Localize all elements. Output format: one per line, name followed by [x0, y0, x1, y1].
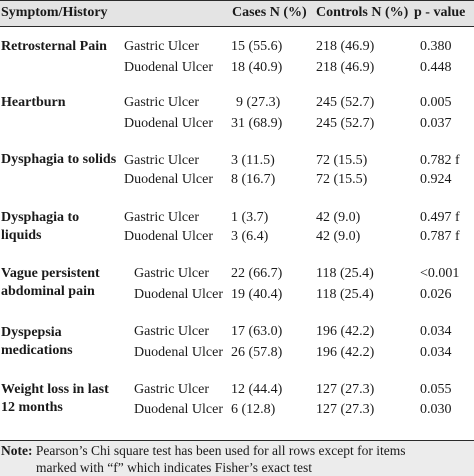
controls-value: 245 (52.7): [316, 116, 375, 131]
controls-value: 42 (9.0): [316, 210, 361, 225]
note-label: Note:: [1, 443, 33, 458]
cases-value: 3 (6.4): [231, 229, 269, 244]
p-value: 0.787 f: [420, 229, 460, 244]
controls-value: 42 (9.0): [316, 229, 361, 244]
header-rule: [0, 26, 474, 27]
row-symptom: Weight loss in last 12 months: [1, 382, 109, 415]
row-symptom: Dysphagia to solids: [1, 152, 117, 167]
ulcer-type: Duodenal Ulcer: [124, 229, 214, 244]
p-value: <0.001: [420, 266, 460, 281]
ulcer-type: Gastric Ulcer: [134, 382, 210, 397]
bottom-rule: [0, 440, 474, 441]
controls-value: 127 (27.3): [316, 402, 375, 417]
cases-value: 8 (16.7): [231, 172, 276, 187]
header-controls: Controls N (%): [316, 5, 409, 20]
controls-value: 72 (15.5): [316, 172, 368, 187]
row-symptom: Dyspepsia medications: [1, 325, 73, 358]
p-value: 0.055: [420, 382, 452, 397]
ulcer-type: Duodenal Ulcer: [134, 287, 224, 302]
row-symptom: Vague persistent abdominal pain: [1, 266, 100, 299]
header-cases: Cases N (%): [232, 5, 307, 20]
ulcer-type: Duodenal Ulcer: [134, 402, 224, 417]
ulcer-type: Duodenal Ulcer: [124, 60, 214, 75]
controls-value: 72 (15.5): [316, 153, 368, 168]
controls-value: 127 (27.3): [316, 382, 375, 397]
cases-value: 19 (40.4): [231, 287, 283, 302]
ulcer-type: Duodenal Ulcer: [134, 345, 224, 360]
ulcer-type: Gastric Ulcer: [124, 39, 200, 54]
controls-value: 118 (25.4): [316, 266, 374, 281]
header-symptom: Symptom/History: [1, 5, 108, 20]
cases-value: 6 (12.8): [231, 402, 276, 417]
p-value: 0.037: [420, 116, 452, 131]
controls-value: 196 (42.2): [316, 324, 375, 339]
cases-value: 9 (27.3): [236, 95, 281, 110]
row-symptom: Retrosternal Pain: [1, 39, 107, 54]
p-value: 0.782 f: [420, 153, 460, 168]
cases-value: 12 (44.4): [231, 382, 283, 397]
cases-value: 18 (40.9): [231, 60, 283, 75]
cases-value: 22 (66.7): [231, 266, 283, 281]
controls-value: 245 (52.7): [316, 95, 375, 110]
table-header: [0, 0, 474, 26]
cases-value: 26 (57.8): [231, 345, 283, 360]
ulcer-type: Duodenal Ulcer: [124, 116, 214, 131]
note-text-1: Pearson’s Chi square test has been used …: [32, 443, 406, 458]
cases-value: 17 (63.0): [231, 324, 283, 339]
p-value: 0.005: [420, 95, 452, 110]
p-value: 0.497 f: [420, 210, 460, 225]
ulcer-type: Gastric Ulcer: [134, 324, 210, 339]
cases-value: 15 (55.6): [231, 39, 283, 54]
note-line-1: Note: Pearson’s Chi square test has been…: [1, 442, 406, 459]
cases-value: 31 (68.9): [231, 116, 283, 131]
p-value: 0.924: [420, 172, 452, 187]
p-value: 0.030: [420, 402, 452, 417]
ulcer-type: Duodenal Ulcer: [124, 172, 214, 187]
top-rule: [0, 0, 474, 1]
ulcer-type: Gastric Ulcer: [124, 95, 200, 110]
p-value: 0.034: [420, 345, 452, 360]
ulcer-type: Gastric Ulcer: [124, 153, 200, 168]
p-value: 0.034: [420, 324, 452, 339]
cases-value: 1 (3.7): [231, 210, 269, 225]
p-value: 0.448: [420, 60, 452, 75]
p-value: 0.380: [420, 39, 452, 54]
row-symptom: Dysphagia to liquids: [1, 210, 80, 243]
controls-value: 196 (42.2): [316, 345, 375, 360]
table-note: Note: Pearson’s Chi square test has been…: [0, 441, 474, 476]
note-text-2: marked with “f” which indicates Fisher’s…: [36, 460, 313, 475]
controls-value: 218 (46.9): [316, 60, 375, 75]
controls-value: 118 (25.4): [316, 287, 374, 302]
controls-value: 218 (46.9): [316, 39, 375, 54]
ulcer-type: Gastric Ulcer: [124, 210, 200, 225]
p-value: 0.026: [420, 287, 452, 302]
header-p-value: p - value: [414, 5, 466, 20]
row-symptom: Heartburn: [1, 95, 66, 110]
cases-value: 3 (11.5): [231, 153, 275, 168]
ulcer-type: Gastric Ulcer: [134, 266, 210, 281]
